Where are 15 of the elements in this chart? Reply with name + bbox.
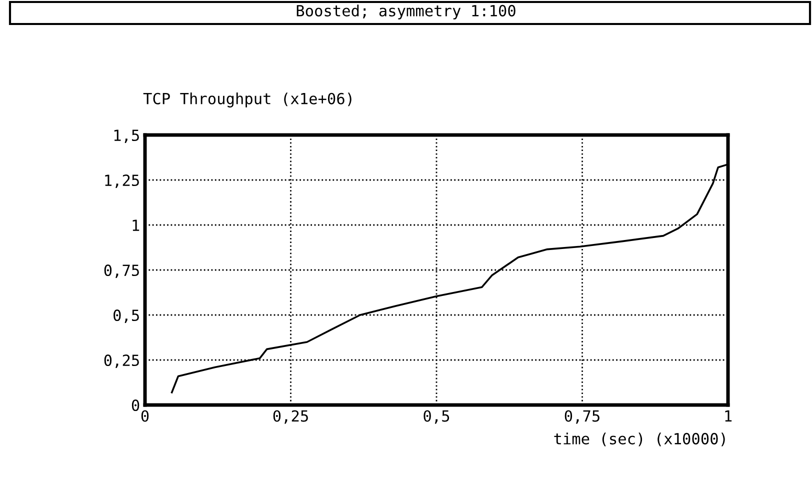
y-tick-label: 0,5 xyxy=(114,310,139,323)
y-tick-label: 1 xyxy=(132,220,140,231)
y-tick-label: 0,75 xyxy=(104,264,139,278)
x-axis-title: time (sec) (x10000) xyxy=(554,432,725,446)
y-axis-title: TCP Throughput (x1e+06) xyxy=(143,92,352,108)
y-tick-label: 0 xyxy=(132,400,140,412)
x-tick-label: 0,25 xyxy=(273,410,308,424)
y-tick-label: 1,5 xyxy=(114,130,139,143)
chart-title: Boosted; asymmetry 1:100 xyxy=(296,4,516,20)
x-tick-label: 0,75 xyxy=(564,410,600,424)
y-tick-label: 1,25 xyxy=(105,174,139,188)
x-tick-label: 0 xyxy=(141,410,149,422)
x-tick-label: 1 xyxy=(725,410,732,422)
y-tick-label: 0,25 xyxy=(104,354,139,368)
x-tick-label: 0,5 xyxy=(424,410,450,424)
